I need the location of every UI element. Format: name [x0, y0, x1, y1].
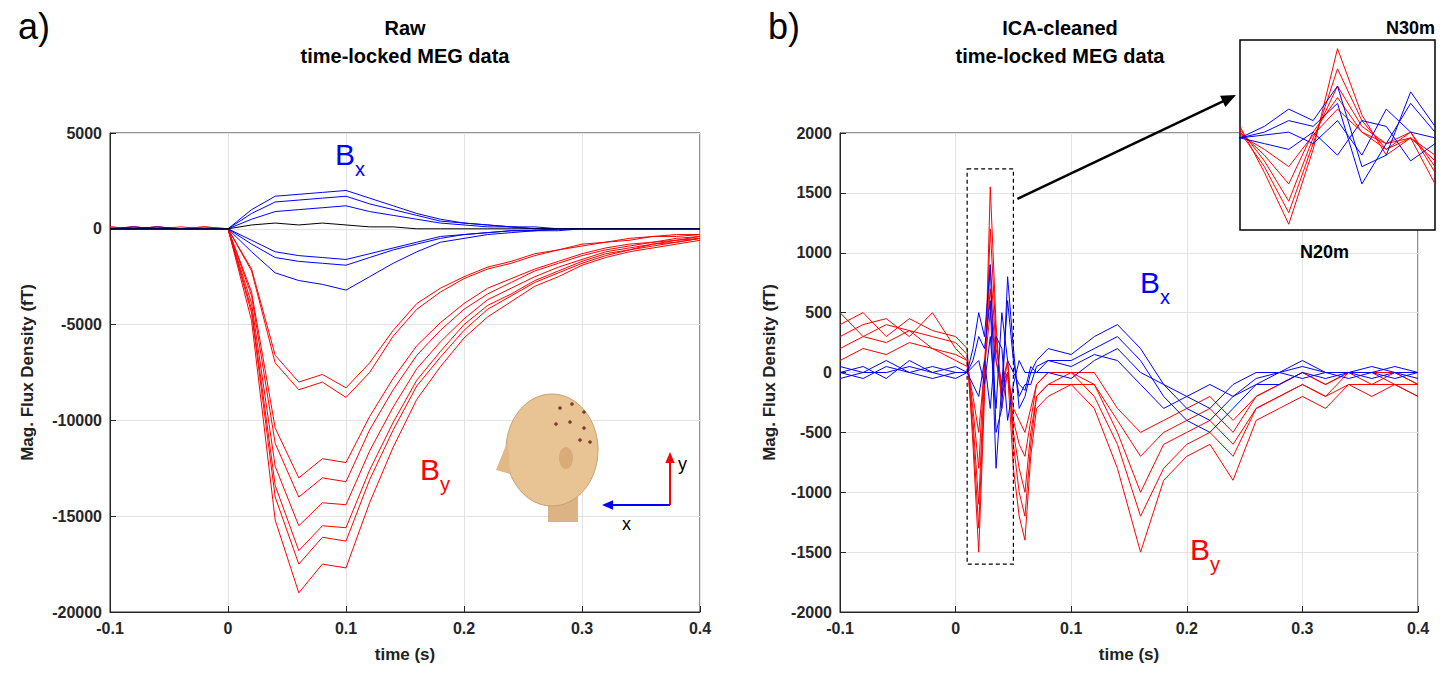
svg-text:N20m: N20m: [1300, 242, 1349, 262]
svg-text:1000: 1000: [796, 244, 832, 261]
svg-text:-20000: -20000: [52, 604, 102, 621]
svg-text:-1500: -1500: [791, 544, 832, 561]
svg-text:-5000: -5000: [61, 316, 102, 333]
svg-text:time (s): time (s): [1099, 645, 1159, 664]
svg-text:-0.1: -0.1: [826, 620, 854, 637]
svg-text:-2000: -2000: [791, 604, 832, 621]
svg-text:B: B: [335, 138, 355, 171]
svg-text:Raw: Raw: [384, 17, 426, 39]
svg-text:0: 0: [951, 620, 960, 637]
svg-text:1500: 1500: [796, 184, 832, 201]
svg-text:time-locked MEG data: time-locked MEG data: [956, 45, 1166, 67]
svg-text:x: x: [622, 514, 631, 534]
svg-text:0.3: 0.3: [571, 620, 593, 637]
svg-text:0.4: 0.4: [689, 620, 711, 637]
svg-text:y: y: [678, 454, 687, 474]
svg-text:B: B: [420, 453, 440, 486]
svg-text:a): a): [18, 6, 50, 47]
svg-text:y: y: [1210, 553, 1220, 575]
svg-text:N30m: N30m: [1386, 18, 1435, 38]
svg-text:x: x: [355, 158, 365, 180]
svg-text:time-locked MEG data: time-locked MEG data: [301, 45, 511, 67]
svg-text:y: y: [440, 473, 450, 495]
svg-text:0.1: 0.1: [335, 620, 357, 637]
svg-text:-10000: -10000: [52, 412, 102, 429]
svg-text:-1000: -1000: [791, 484, 832, 501]
svg-text:0.4: 0.4: [1407, 620, 1429, 637]
svg-text:5000: 5000: [66, 125, 102, 142]
svg-text:0: 0: [823, 364, 832, 381]
svg-text:0: 0: [224, 620, 233, 637]
svg-text:-500: -500: [800, 424, 832, 441]
svg-text:ICA-cleaned: ICA-cleaned: [1002, 17, 1118, 39]
svg-text:0: 0: [93, 220, 102, 237]
svg-text:Mag. Flux Density (fT): Mag. Flux Density (fT): [18, 284, 37, 461]
svg-text:0.2: 0.2: [453, 620, 475, 637]
svg-text:-0.1: -0.1: [96, 620, 124, 637]
svg-text:x: x: [1160, 286, 1170, 308]
svg-text:0.2: 0.2: [1176, 620, 1198, 637]
svg-text:B: B: [1140, 266, 1160, 299]
svg-text:B: B: [1190, 533, 1210, 566]
svg-text:time (s): time (s): [375, 645, 435, 664]
svg-text:500: 500: [805, 304, 832, 321]
svg-text:0.3: 0.3: [1291, 620, 1313, 637]
svg-text:2000: 2000: [796, 125, 832, 142]
svg-text:0.1: 0.1: [1060, 620, 1082, 637]
svg-text:b): b): [768, 6, 800, 47]
svg-text:Mag. Flux Density (fT): Mag. Flux Density (fT): [760, 284, 779, 461]
svg-text:-15000: -15000: [52, 508, 102, 525]
